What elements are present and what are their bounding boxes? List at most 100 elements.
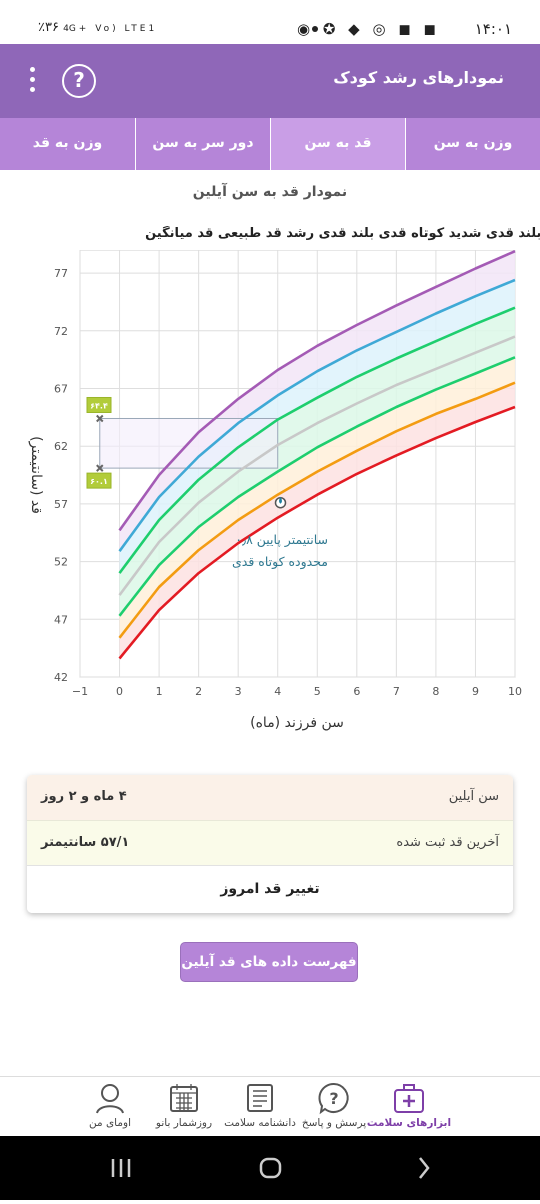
notification-dot — [312, 26, 318, 32]
more-vert-icon[interactable] — [22, 64, 42, 98]
age-row: سن آیلین ۴ ماه و ۲ روز — [27, 775, 513, 820]
range-marker-label: ۶۴.۴ — [90, 401, 108, 410]
recent-apps-icon[interactable] — [111, 1159, 131, 1177]
last-height-label: آخرین قد ثبت شده — [396, 835, 499, 850]
legend-label: قد میانگین — [145, 226, 214, 241]
nav-encyclopedia[interactable]: دانشنامه سلامت — [214, 1081, 306, 1129]
chart-tabs: وزن به سن قد به سن دور سر به سن وزن به ق… — [0, 118, 540, 170]
info-card: سن آیلین ۴ ماه و ۲ روز آخرین قد ثبت شده … — [27, 775, 513, 913]
notification-icons: ◉ ✪ ◆ ◎ ◼ ◼ — [296, 20, 440, 38]
y-axis-label: قد (سانتیمتر) — [28, 436, 44, 514]
nav-label: اومای من — [89, 1117, 131, 1129]
y-tick-label: 42 — [54, 671, 68, 684]
network-text: 4G+ Vo) LTE1 — [63, 24, 158, 34]
band-fill — [119, 357, 515, 638]
calendar-icon — [170, 1084, 198, 1112]
range-marker-x — [96, 464, 104, 472]
back-icon[interactable] — [419, 1157, 430, 1179]
chart-legend: قد بلند قدی شدید کوتاه قدی بلند قدی رشد … — [0, 226, 540, 248]
band-fill — [119, 280, 515, 574]
range-marker-badge — [86, 396, 112, 413]
y-tick-label: 57 — [54, 498, 68, 511]
nav-health-tools[interactable]: ابزارهای سلامت — [363, 1081, 455, 1129]
tab-weight-height[interactable]: وزن به قد — [32, 135, 103, 151]
tab-head-age[interactable]: دور سر به سن — [135, 118, 270, 170]
range-marker-x — [96, 414, 104, 423]
range-marker-label: ۶۰.۱ — [90, 477, 108, 486]
app-bar: ? نمودارهای رشد کودک — [0, 44, 540, 118]
chart-title: نمودار قد به سن آیلین — [192, 184, 348, 200]
status-time: ۱۴:۰۱ — [474, 20, 512, 38]
bottom-nav: ابزارهای سلامت ? پرسش و پاسخ دانشنامه سل… — [0, 1076, 540, 1136]
series-line-1 — [118, 381, 516, 639]
y-tick-label: 72 — [54, 325, 68, 338]
battery-text: ٪۳۶ — [38, 20, 59, 35]
y-tick-label: 47 — [54, 613, 68, 626]
last-height-value: ۵۷/۱ سانتیمتر — [41, 835, 130, 850]
band-fill — [119, 251, 515, 552]
x-tick-label: 4 — [274, 685, 281, 698]
question-bubble-icon: ? — [318, 1082, 349, 1115]
nav-profile[interactable]: اومای من — [64, 1081, 156, 1129]
x-tick-label: 5 — [314, 685, 321, 698]
series-line-4 — [118, 306, 516, 574]
nav-qa[interactable]: ? پرسش و پاسخ — [288, 1081, 380, 1129]
band-fill — [119, 382, 515, 659]
health-kit-icon — [394, 1084, 424, 1113]
series-line-0 — [118, 405, 516, 660]
age-value: ۴ ماه و ۲ روز — [41, 789, 127, 804]
legend-item: بلند قدی — [319, 226, 374, 241]
x-tick-label: 3 — [235, 685, 242, 698]
series-line-2 — [118, 356, 516, 617]
change-height-button[interactable]: تغییر قد امروز — [27, 865, 513, 913]
annotation-text: ۰٫۸ سانتیمتر پایین — [235, 532, 328, 548]
y-tick-label: 62 — [54, 440, 68, 453]
legend-label: رشد قد طبیعی — [217, 226, 315, 241]
legend-item: کوتاه قدی — [379, 226, 445, 241]
legend-item: رشد قد طبیعی — [218, 226, 314, 241]
x-tick-label: 2 — [195, 685, 202, 698]
last-height-row: آخرین قد ثبت شده ۵۷/۱ سانتیمتر — [27, 820, 513, 865]
range-marker-badge — [86, 472, 112, 489]
x-tick-label: 9 — [472, 685, 479, 698]
svg-text:?: ? — [329, 1089, 338, 1108]
annotation-text: محدوده کوتاه قدی — [232, 554, 328, 570]
x-tick-label: −1 — [72, 685, 88, 698]
home-icon[interactable] — [259, 1157, 282, 1179]
x-tick-label: 7 — [393, 685, 400, 698]
legend-label: کوتاه قدی — [378, 226, 445, 241]
question-circle-icon[interactable]: ? — [62, 64, 96, 98]
tab-weight-age[interactable]: وزن به سن — [405, 118, 540, 170]
x-tick-label: 6 — [353, 685, 360, 698]
band-fill — [119, 307, 515, 596]
profile-icon — [96, 1084, 124, 1114]
system-nav-bar — [0, 1136, 540, 1200]
nav-calendar[interactable]: روزشمار بانو — [138, 1081, 230, 1129]
series-line-6 — [118, 250, 516, 532]
height-list-button[interactable]: فهرست داده های قد آیلین — [180, 942, 358, 982]
x-tick-label: 1 — [156, 685, 163, 698]
band-fill — [119, 336, 515, 616]
encyclopedia-icon — [247, 1084, 273, 1112]
app-title: نمودارهای رشد کودک — [333, 68, 504, 87]
nav-label: ابزارهای سلامت — [366, 1117, 452, 1129]
tab-height-age[interactable]: قد به سن — [270, 118, 405, 170]
x-axis-label: سن فرزند (ماه) — [250, 715, 344, 731]
x-tick-label: 10 — [508, 685, 522, 698]
legend-label: بلند قدی — [318, 226, 375, 241]
x-tick-label: 0 — [116, 685, 123, 698]
status-bar: ٪۳۶ 4G+ Vo) LTE1 ◉ ✪ ◆ ◎ ◼ ◼ ۱۴:۰۱ — [0, 0, 540, 44]
y-tick-label: 52 — [54, 556, 68, 569]
age-label: سن آیلین — [448, 789, 499, 804]
status-left-icons: ٪۳۶ 4G+ Vo) LTE1 — [38, 20, 157, 35]
nav-label: پرسش و پاسخ — [301, 1117, 367, 1129]
legend-item: بلند قدی شدید — [449, 226, 540, 241]
legend-item: قد میانگین — [145, 226, 213, 241]
drop-icon — [278, 496, 282, 504]
height-chart: ۶۴.۴ ۶۰.۱ ۰٫۸ سانتیمتر پایین محدوده کوتاه ق… — [28, 250, 522, 731]
series-line-5 — [118, 278, 516, 552]
nav-label: روزشمار بانو — [155, 1117, 213, 1129]
x-tick-label: 8 — [432, 685, 439, 698]
series-line-3 — [118, 335, 516, 596]
y-tick-label: 77 — [54, 267, 68, 280]
